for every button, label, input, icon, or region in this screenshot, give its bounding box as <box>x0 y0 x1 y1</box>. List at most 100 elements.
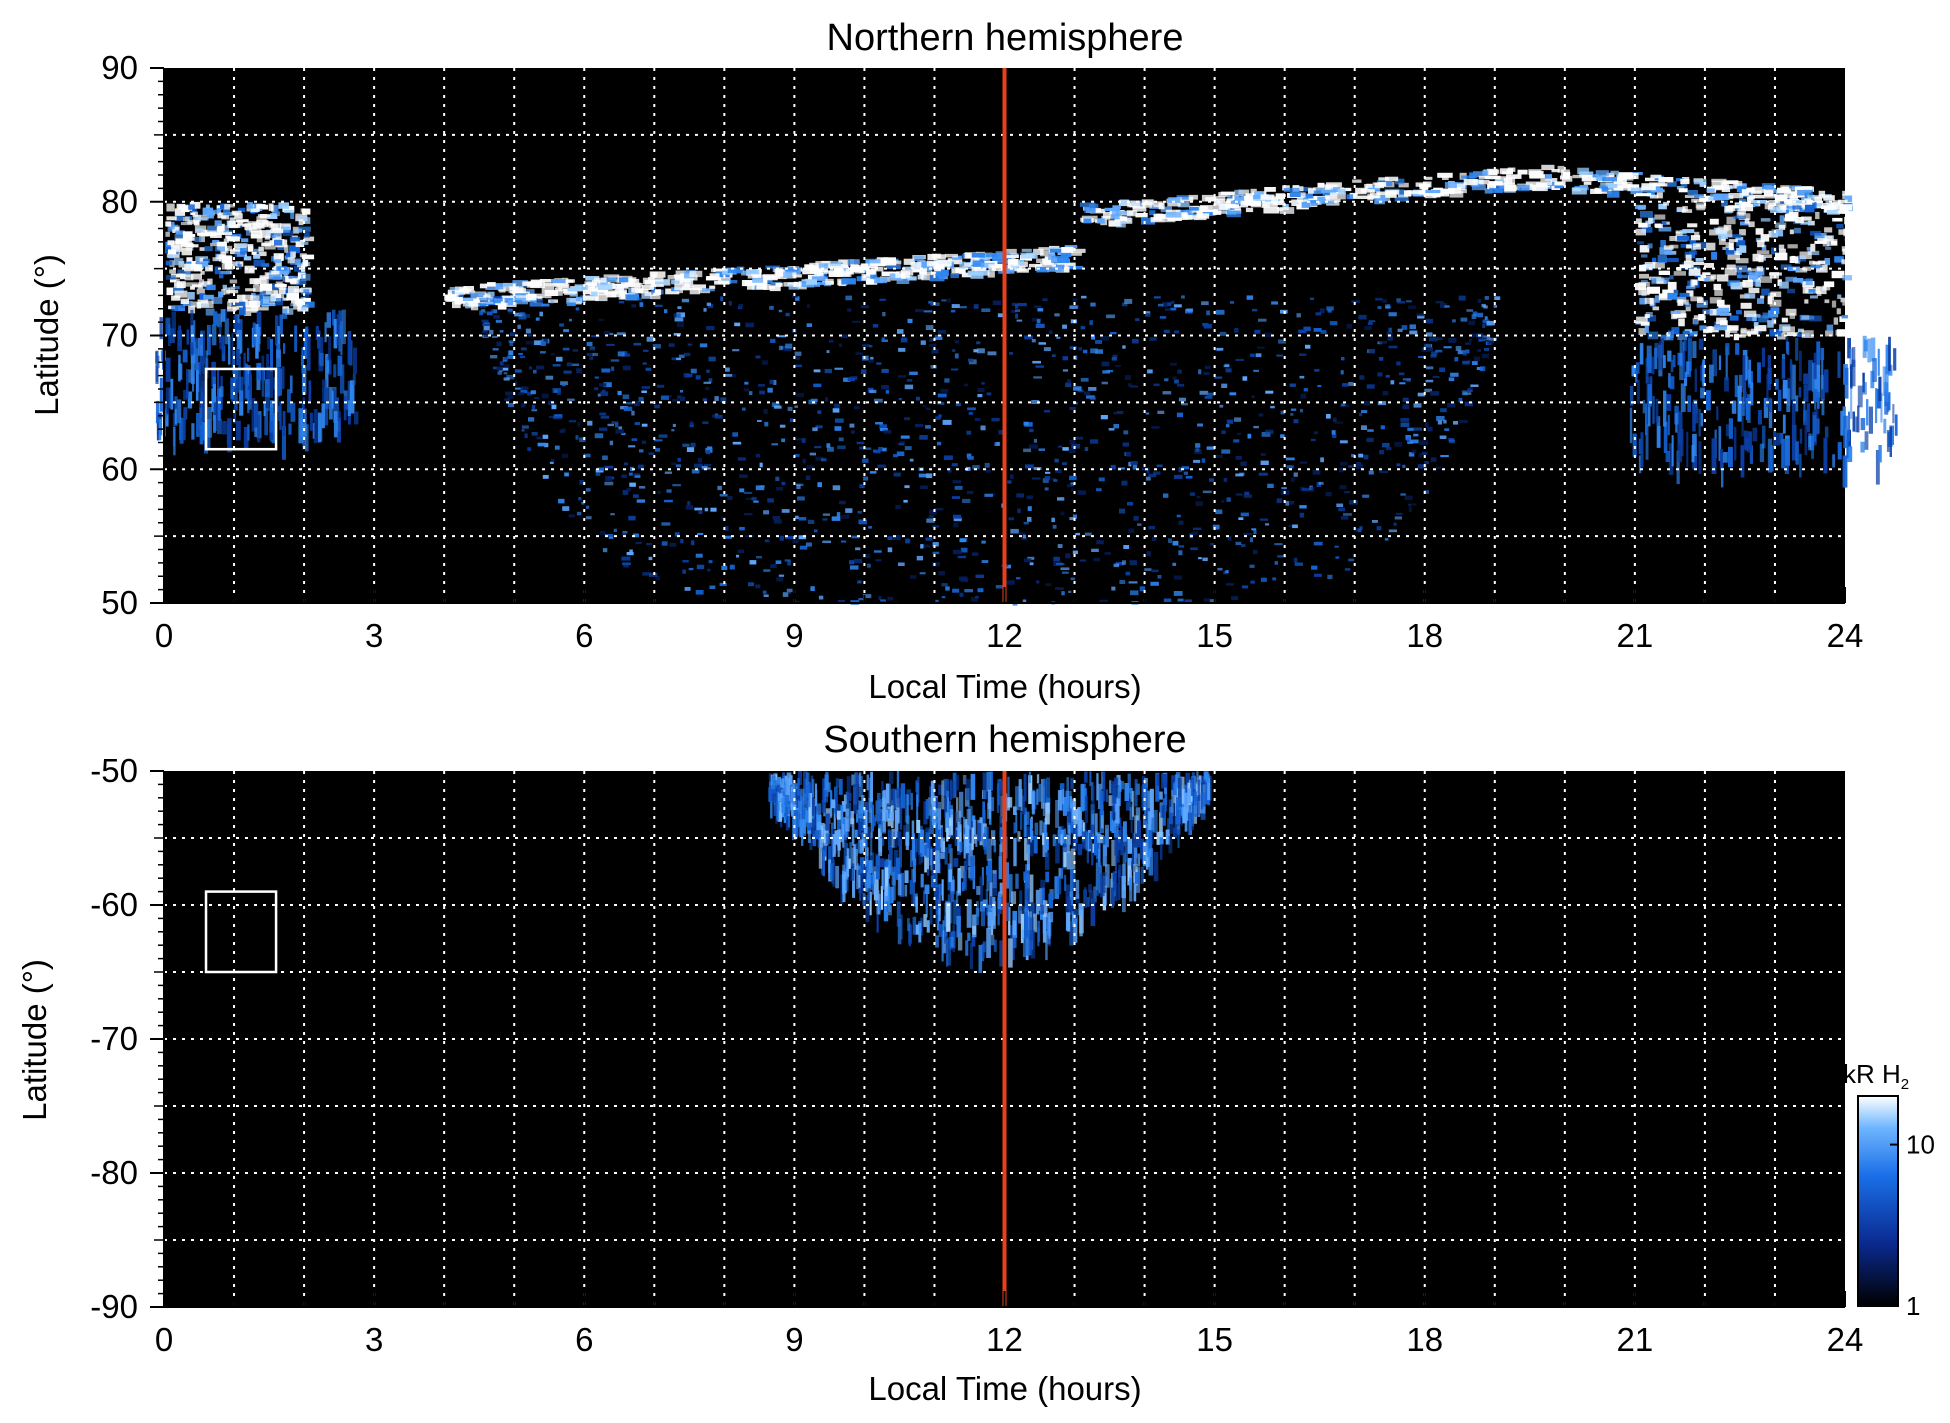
bright-patch-streak <box>1696 303 1708 308</box>
bright-patch-trail <box>270 339 273 372</box>
emission-speckle <box>1121 480 1128 486</box>
auroral-oval-streak <box>1844 195 1853 203</box>
emission-speckle <box>1311 565 1318 570</box>
emission-speckle <box>617 390 622 396</box>
auroral-oval-streak <box>1471 184 1486 191</box>
emission-fan-streak <box>1035 889 1040 915</box>
bright-patch-trail <box>190 342 194 356</box>
bright-patch-trail <box>353 347 357 374</box>
bright-patch-streak <box>1671 327 1680 335</box>
emission-fan-streak <box>1188 805 1191 834</box>
bright-patch-streak <box>1802 266 1811 271</box>
bright-patch-streak <box>1680 243 1691 248</box>
emission-speckle <box>1214 376 1223 379</box>
bright-patch-streak <box>1638 287 1650 296</box>
emission-fan-streak <box>770 789 773 819</box>
emission-speckle <box>630 466 634 472</box>
emission-speckle <box>940 389 949 393</box>
auroral-oval-streak <box>907 276 917 281</box>
emission-fan-streak <box>879 799 884 808</box>
emission-speckle <box>932 542 939 547</box>
emission-speckle <box>1035 323 1045 328</box>
emission-fan-streak <box>871 804 874 832</box>
bright-patch-streak <box>298 219 304 226</box>
bright-patch-trail <box>233 315 238 334</box>
emission-fan-streak <box>908 923 911 947</box>
auroral-oval-streak <box>1132 206 1147 212</box>
auroral-oval-streak <box>454 290 466 295</box>
emission-speckle <box>1118 467 1125 470</box>
bright-patch-trail <box>213 415 216 433</box>
emission-speckle <box>680 539 684 544</box>
emission-speckle <box>1348 558 1355 562</box>
bright-patch-streak <box>295 299 304 305</box>
emission-speckle <box>931 562 940 567</box>
bright-patch-trail <box>1734 426 1737 461</box>
emission-speckle <box>1119 508 1126 514</box>
emission-speckle <box>1164 308 1171 311</box>
emission-speckle <box>676 322 684 327</box>
emission-speckle <box>599 412 607 416</box>
bright-patch-streak <box>300 208 306 213</box>
bright-patch-streak <box>302 259 309 267</box>
emission-speckle <box>1130 590 1139 596</box>
emission-speckle <box>968 358 974 362</box>
auroral-oval-streak <box>825 278 834 285</box>
emission-fan-streak <box>895 857 900 880</box>
emission-speckle <box>1303 388 1308 392</box>
emission-speckle <box>1359 375 1365 380</box>
emission-fan-streak <box>910 792 913 810</box>
auroral-oval-streak <box>1437 172 1453 178</box>
emission-speckle <box>672 484 681 487</box>
bright-patch-trail <box>183 409 186 441</box>
emission-speckle <box>1090 302 1096 307</box>
emission-fan-streak <box>1007 776 1010 802</box>
bright-patch-streak <box>225 245 233 252</box>
auroral-oval-streak <box>1048 254 1056 260</box>
bright-patch-trail <box>1667 350 1672 362</box>
emission-speckle <box>1320 330 1327 334</box>
auroral-oval-streak <box>1226 198 1233 203</box>
auroral-oval-streak <box>590 291 598 297</box>
emission-fan-streak <box>1100 835 1104 844</box>
emission-speckle <box>1052 524 1057 529</box>
auroral-oval-streak <box>631 287 644 293</box>
bright-patch-streak <box>1736 310 1742 315</box>
emission-fan-streak <box>1134 847 1138 865</box>
bright-patch-trail <box>1817 391 1820 409</box>
auroral-oval-streak <box>874 277 888 284</box>
emission-speckle <box>1042 478 1049 483</box>
emission-fan-streak <box>1043 822 1047 834</box>
emission-fan-streak <box>963 834 966 859</box>
emission-fan-streak <box>941 932 944 962</box>
emission-speckle <box>1398 372 1405 376</box>
emission-fan-streak <box>962 775 967 785</box>
emission-speckle <box>845 508 853 513</box>
emission-fan-streak <box>957 932 963 951</box>
emission-speckle <box>900 435 910 439</box>
emission-speckle <box>744 381 749 385</box>
bright-patch-trail <box>263 403 266 416</box>
bright-patch-streak <box>1812 261 1821 265</box>
bright-patch-trail <box>155 400 160 424</box>
auroral-oval-streak <box>1198 213 1210 219</box>
emission-fan-streak <box>896 901 901 927</box>
emission-fan-streak <box>889 771 894 785</box>
bright-patch-trail <box>313 408 318 444</box>
emission-fan-streak <box>1034 822 1039 836</box>
emission-speckle <box>514 312 523 317</box>
emission-speckle <box>714 414 723 419</box>
emission-fan-streak <box>886 783 891 806</box>
emission-speckle <box>618 301 625 304</box>
emission-speckle <box>1123 430 1129 435</box>
emission-fan-streak <box>955 774 960 791</box>
bright-patch-streak <box>199 247 205 251</box>
bright-patch-streak <box>174 283 184 288</box>
emission-speckle <box>1169 307 1177 311</box>
emission-speckle <box>959 306 967 309</box>
bright-patch-streak <box>1841 259 1848 265</box>
bright-patch-streak <box>1676 235 1690 241</box>
bright-patch-streak <box>192 211 198 217</box>
emission-speckle <box>702 398 707 402</box>
emission-fan-streak <box>1084 771 1088 783</box>
